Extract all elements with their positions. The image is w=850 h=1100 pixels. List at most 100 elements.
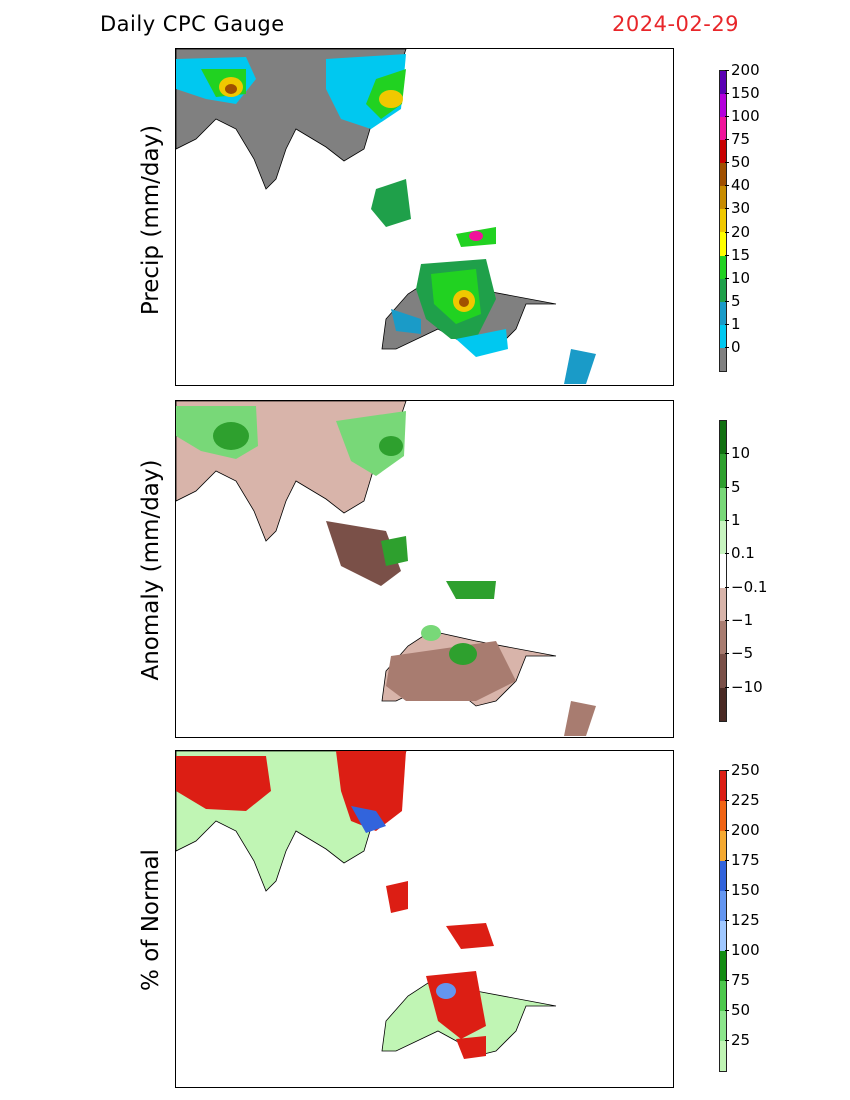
colorbar-tick-mark: [725, 920, 729, 921]
colorbar-tick-mark: [725, 231, 729, 233]
colorbar-tick-label: 225: [731, 791, 760, 809]
colorbar-swatch: [720, 163, 726, 187]
colorbar-tick-label: 40: [731, 176, 751, 195]
colorbar-swatch: [720, 324, 726, 348]
precip-panel-label: Precip (mm/day): [138, 124, 164, 316]
colorbar-tick-mark: [725, 139, 729, 141]
colorbar-tick-mark: [725, 346, 729, 348]
pctnormal-map-svg: [176, 751, 557, 1059]
colorbar-tick-label: 125: [731, 911, 760, 929]
colorbar-tick-mark: [725, 800, 729, 801]
colorbar-swatch: [720, 186, 726, 210]
anomaly-map: [175, 400, 674, 738]
colorbar-tick-mark: [725, 860, 729, 861]
colorbar-tick-label: 175: [731, 851, 760, 869]
colorbar-tick-mark: [725, 980, 729, 981]
colorbar-swatch: [720, 278, 726, 302]
colorbar-tick-label: 15: [731, 245, 751, 264]
colorbar-tick-label: 25: [731, 1031, 751, 1049]
colorbar-swatch: [720, 921, 726, 951]
colorbar-tick-mark: [725, 323, 729, 325]
colorbar-tick-label: 50: [731, 153, 751, 172]
precip-map-svg: [176, 49, 596, 384]
colorbar-tick-label: 200: [731, 821, 760, 839]
colorbar-tick-label: 75: [731, 130, 751, 149]
colorbar-swatch: [720, 94, 726, 118]
colorbar-tick-mark: [725, 653, 729, 655]
colorbar-tick-mark: [725, 116, 729, 118]
colorbar-swatch: [720, 255, 726, 279]
colorbar-tick-mark: [725, 453, 729, 455]
colorbar-swatch: [720, 771, 726, 801]
colorbar-tick-mark: [725, 185, 729, 187]
colorbar-tick-label: 20: [731, 222, 751, 241]
colorbar-swatch: [720, 1041, 726, 1071]
colorbar-tick-mark: [725, 162, 729, 164]
colorbar-swatch: [720, 1011, 726, 1041]
colorbar-tick-label: 100: [731, 107, 760, 126]
colorbar-tick-mark: [725, 300, 729, 302]
colorbar-tick-mark: [725, 620, 729, 621]
colorbar-swatch: [720, 981, 726, 1011]
colorbar-swatch: [720, 520, 726, 555]
anomaly-map-svg: [176, 401, 596, 736]
colorbar-tick-label: 75: [731, 971, 751, 989]
precip-colorbar: [719, 70, 727, 372]
colorbar-tick-label: 30: [731, 199, 751, 218]
colorbar-tick-mark: [725, 486, 729, 488]
colorbar-swatch: [720, 654, 726, 688]
colorbar-tick-label: −10: [731, 677, 763, 696]
colorbar-tick-label: 10: [731, 444, 751, 463]
colorbar-tick-mark: [725, 93, 729, 95]
colorbar-tick-mark: [725, 70, 729, 71]
anomaly-colorbar: [719, 420, 727, 722]
pctnormal-map: [175, 750, 674, 1088]
colorbar-tick-mark: [725, 950, 729, 951]
colorbar-swatch: [720, 687, 726, 721]
colorbar-swatch: [720, 140, 726, 164]
colorbar-swatch: [720, 620, 726, 655]
colorbar-tick-label: 5: [731, 477, 741, 496]
colorbar-tick-label: 150: [731, 881, 760, 899]
colorbar-swatch: [720, 861, 726, 891]
colorbar-swatch: [720, 117, 726, 141]
pctnormal-panel-label: % of Normal: [138, 849, 164, 991]
date-label: 2024-02-29: [612, 12, 740, 36]
colorbar-tick-label: 0: [731, 337, 741, 356]
colorbar-tick-label: −5: [731, 644, 754, 663]
colorbar-swatch: [720, 421, 726, 455]
colorbar-swatch: [720, 71, 726, 95]
precip-fills: [176, 54, 596, 384]
colorbar-tick-label: 1: [731, 511, 741, 529]
colorbar-tick-mark: [725, 686, 729, 688]
precip-map: [175, 48, 674, 386]
colorbar-tick-mark: [725, 770, 729, 771]
colorbar-swatch: [720, 587, 726, 621]
colorbar-tick-mark: [725, 890, 729, 891]
colorbar-tick-mark: [725, 208, 729, 210]
colorbar-swatch: [720, 951, 726, 981]
colorbar-tick-mark: [725, 586, 729, 588]
colorbar-swatch: [720, 554, 726, 588]
colorbar-tick-mark: [725, 1040, 729, 1041]
colorbar-tick-label: 1: [731, 314, 741, 333]
colorbar-tick-label: 50: [731, 1001, 751, 1019]
anomaly-panel-label: Anomaly (mm/day): [138, 459, 164, 681]
colorbar-swatch: [720, 347, 726, 371]
pctnormal-fills: [176, 751, 494, 1059]
colorbar-swatch: [720, 454, 726, 488]
colorbar-tick-mark: [725, 553, 729, 555]
colorbar-swatch: [720, 487, 726, 521]
colorbar-tick-label: 0.1: [731, 544, 755, 563]
colorbar-tick-label: 5: [731, 291, 741, 310]
colorbar-tick-label: 200: [731, 61, 760, 79]
colorbar-tick-mark: [725, 277, 729, 279]
colorbar-tick-mark: [725, 254, 729, 256]
pctnormal-colorbar: [719, 770, 727, 1072]
colorbar-swatch: [720, 831, 726, 861]
colorbar-tick-label: 150: [731, 84, 760, 103]
colorbar-swatch: [720, 301, 726, 325]
colorbar-swatch: [720, 209, 726, 233]
colorbar-tick-mark: [725, 520, 729, 521]
colorbar-tick-label: 100: [731, 941, 760, 959]
